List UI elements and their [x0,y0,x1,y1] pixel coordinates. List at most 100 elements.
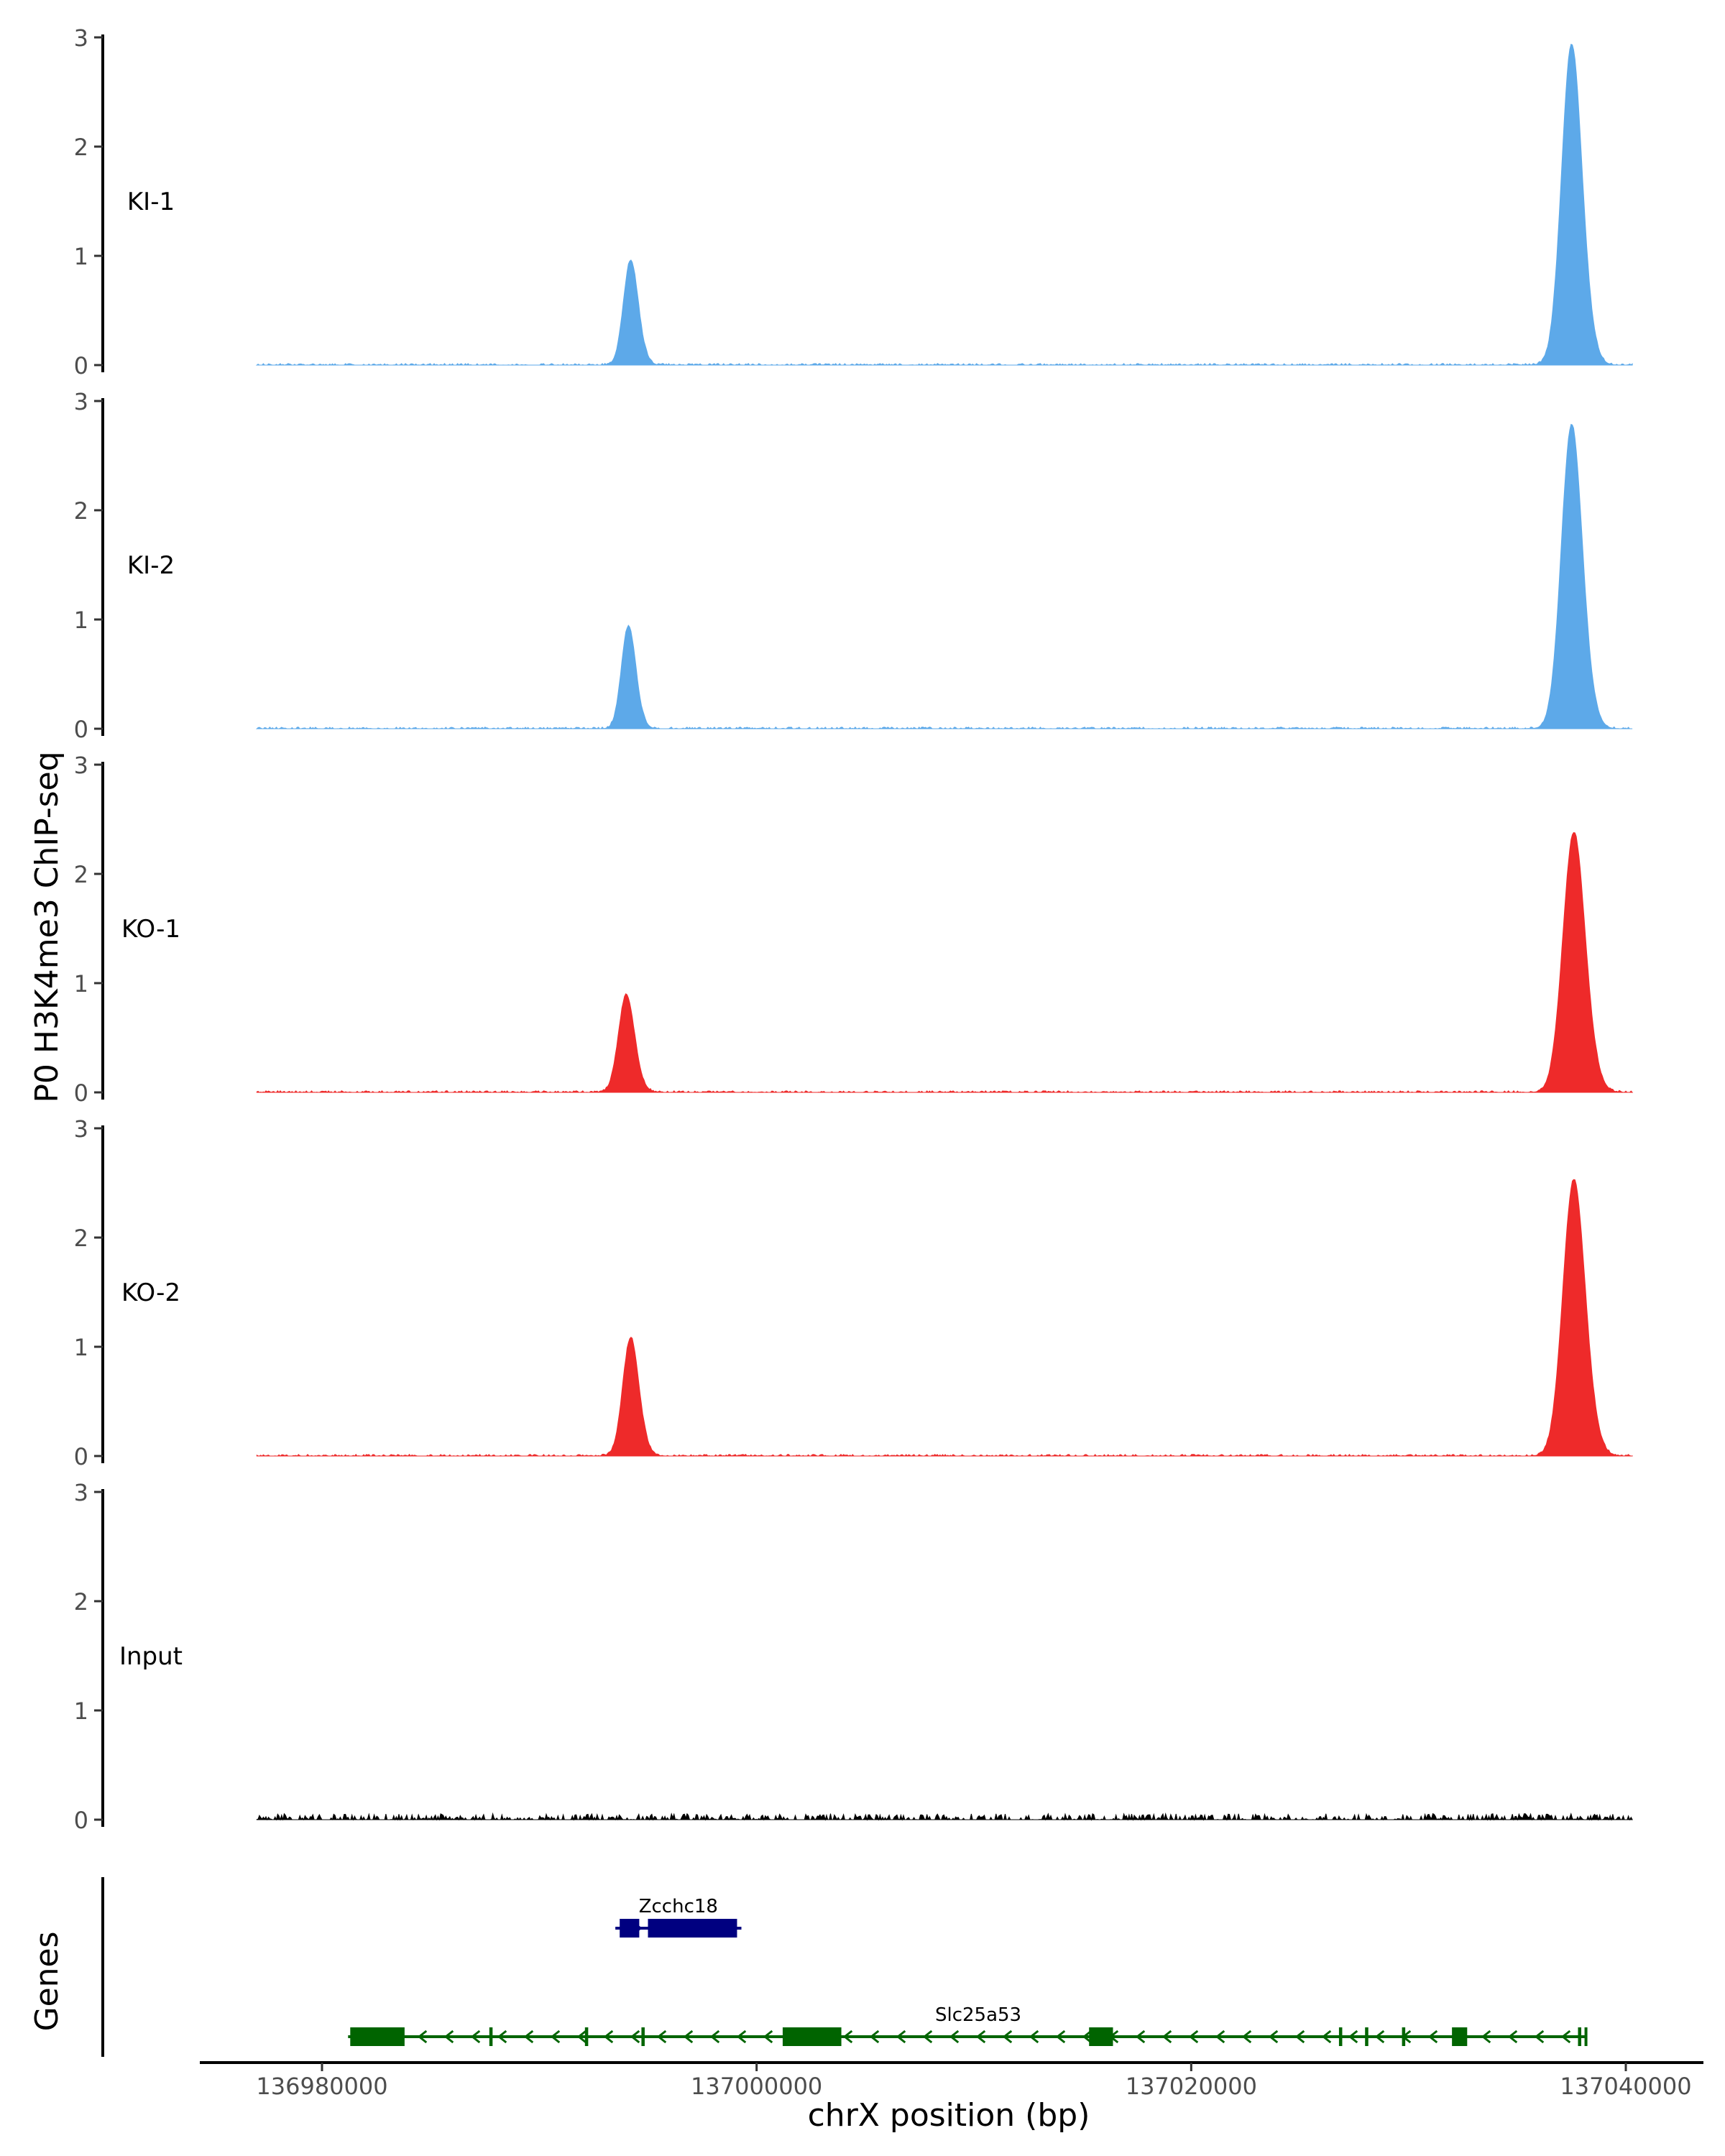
strand-arrow [922,2030,933,2044]
track-ko-2: 0 1 2 3 KO-2 [74,1115,1633,1470]
y-tick-label: 0 [74,716,88,743]
y-tick-label: 2 [74,1225,88,1252]
exon [1584,2027,1588,2046]
exon [584,2027,589,2046]
signal-area-ki-1 [255,43,1633,366]
strand-arrow [1188,2030,1199,2044]
strand-arrow [1055,2030,1066,2044]
exon [648,1919,737,1938]
strand-arrow [523,2030,534,2044]
strand-arrow [1268,2030,1279,2044]
strand-arrow [1082,2030,1092,2044]
y-tick-label: 0 [74,1443,88,1470]
strand-arrow [1241,2030,1252,2044]
strand-arrow [683,2030,694,2044]
strand-arrow [1294,2030,1305,2044]
y-tick-label: 2 [74,497,88,525]
strand-arrow [1374,2030,1385,2044]
exon [1402,2027,1406,2046]
strand-arrow [603,2030,614,2044]
gene-zcchc18: Zcchc18 [615,1896,742,1938]
exon [1365,2027,1368,2046]
genes-panel: Zcchc18 Slc25a53 [101,1877,1588,2057]
y-tick-label: 2 [74,1588,88,1616]
y-tick-label: 2 [74,134,88,161]
y-tick-label: 0 [74,1079,88,1107]
signal-area-ki-2 [255,423,1633,729]
track-ko-1: 0 1 2 3 KO-1 [74,752,1634,1107]
strand-arrow [975,2030,986,2044]
y-tick-label: 1 [74,1697,88,1725]
strand-arrow [550,2030,561,2044]
strand-arrow [1534,2030,1545,2044]
track-label: KO-2 [121,1279,180,1307]
strand-arrow [736,2030,747,2044]
track-input: 0 1 2 3 Input [74,1479,1633,1834]
y-tick-label: 3 [74,1479,88,1506]
exon [1089,2027,1113,2046]
strand-arrow [1348,2030,1358,2044]
track-label: KO-1 [121,915,180,944]
strand-arrow [443,2030,454,2044]
strand-arrow [949,2030,960,2044]
gene-name-label: Slc25a53 [935,2004,1021,2026]
y-axis-title: P0 H3K4me3 ChIP-seq [29,751,65,1102]
exon [1338,2027,1343,2046]
track-label: Input [119,1642,183,1671]
signal-area-ko-2 [256,1179,1633,1457]
signal-area-input [256,1812,1633,1821]
y-tick-label: 3 [74,24,88,52]
strand-arrow [1427,2030,1438,2044]
track-label: KI-1 [127,188,175,216]
exon [1578,2027,1582,2046]
gene-slc25a53: Slc25a53 [348,2004,1588,2046]
track-panels: 0 1 2 3 KI-1 0 1 2 3 KI-2 0 1 2 3 KO-1 0 1 2 3 KO-2 0 1 2 3 Inpu… [74,24,1634,1834]
strand-arrow [1002,2030,1013,2044]
x-axis-title: chrX position (bp) [808,2097,1090,2134]
strand-arrow [576,2030,587,2044]
y-tick-label: 1 [74,1334,88,1361]
signal-area-ko-1 [256,831,1634,1093]
track-label: KI-2 [127,551,175,580]
exon [782,2027,842,2046]
y-tick-label: 3 [74,388,88,415]
y-tick-label: 3 [74,752,88,779]
y-tick-label: 1 [74,607,88,634]
strand-arrow [763,2030,773,2044]
strand-arrow [1162,2030,1172,2044]
strand-arrow [842,2030,853,2044]
strand-arrow [497,2030,507,2044]
y-tick-label: 0 [74,1807,88,1834]
strand-arrow [470,2030,481,2044]
x-tick-label: 137000000 [691,2073,822,2100]
strand-arrow [417,2030,428,2044]
strand-arrow [656,2030,667,2044]
x-tick-label: 136980000 [256,2073,387,2100]
x-axis: 136980000 137000000 137020000 137040000 [200,2061,1703,2100]
exon [620,1919,640,1938]
exon [350,2027,405,2046]
strand-arrow [709,2030,720,2044]
y-tick-label: 0 [74,352,88,379]
y-tick-label: 1 [74,970,88,998]
x-tick-label: 137020000 [1126,2073,1257,2100]
strand-arrow [1135,2030,1146,2044]
y-tick-label: 1 [74,243,88,270]
gene-name-label: Zcchc18 [639,1896,718,1917]
track-ki-2: 0 1 2 3 KI-2 [74,388,1633,743]
genes-panel-label: Genes [29,1931,65,2031]
strand-arrow [1321,2030,1332,2044]
x-tick-label: 137040000 [1560,2073,1691,2100]
strand-arrow [630,2030,640,2044]
strand-arrow [1029,2030,1039,2044]
y-tick-label: 2 [74,861,88,888]
strand-arrow [1507,2030,1518,2044]
strand-arrow [1215,2030,1225,2044]
track-ki-1: 0 1 2 3 KI-1 [74,24,1633,379]
exon [489,2027,493,2046]
strand-arrow [896,2030,906,2044]
strand-arrow [1481,2030,1491,2044]
exon [641,2027,645,2046]
strand-arrow [869,2030,880,2044]
